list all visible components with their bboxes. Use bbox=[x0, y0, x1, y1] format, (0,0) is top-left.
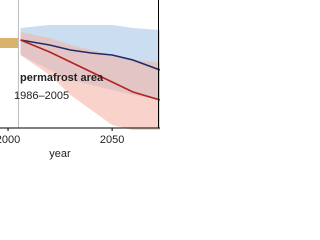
plot-area bbox=[0, 0, 160, 130]
x-axis-label: year bbox=[49, 148, 71, 160]
x-tick-label: 2000 bbox=[0, 134, 20, 146]
line bbox=[20, 39, 160, 101]
range-band bbox=[20, 32, 160, 130]
chart: permafrost area 1986–2005 year 2000 2050 bbox=[0, 0, 160, 160]
legend-title: permafrost area bbox=[20, 72, 104, 84]
reference-band bbox=[0, 38, 19, 48]
legend-subtitle: 1986–2005 bbox=[14, 90, 69, 102]
line bbox=[20, 39, 160, 71]
x-tick-label: 2050 bbox=[100, 134, 124, 146]
